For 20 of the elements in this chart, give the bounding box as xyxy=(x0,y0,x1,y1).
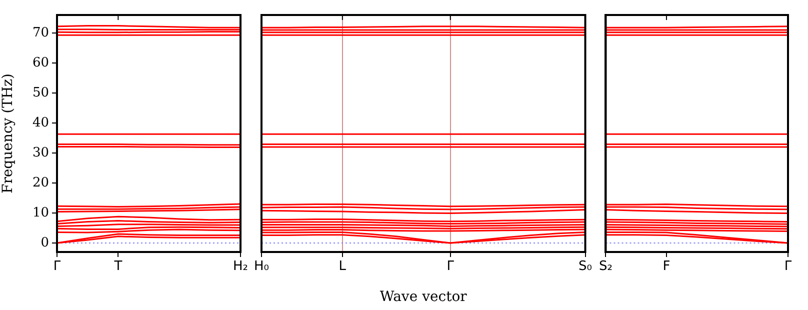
x-tick-label: L xyxy=(338,259,347,274)
y-axis-title: Frequency (THz) xyxy=(0,73,16,194)
y-tick-label: 70 xyxy=(32,25,49,40)
x-tick-label: S₀ xyxy=(578,259,592,274)
y-tick-label: 60 xyxy=(32,55,49,70)
x-tick-label: Γ xyxy=(784,259,792,274)
x-axis-title: Wave vector xyxy=(380,289,468,306)
y-tick-label: 0 xyxy=(40,235,49,250)
y-tick-label: 20 xyxy=(32,175,49,190)
y-tick-label: 40 xyxy=(32,115,49,130)
x-tick-label: F xyxy=(662,259,670,274)
y-tick-label: 30 xyxy=(32,145,49,160)
x-tick-label: T xyxy=(113,259,122,274)
x-tick-label: Γ xyxy=(446,259,455,274)
y-tick-label: 10 xyxy=(32,205,49,220)
x-tick-label: Γ xyxy=(53,259,62,274)
x-tick-label: H₂ xyxy=(233,259,248,274)
x-tick-label: S₂ xyxy=(598,259,612,274)
y-tick-label: 50 xyxy=(32,85,49,100)
x-tick-label: H₀ xyxy=(254,259,269,274)
